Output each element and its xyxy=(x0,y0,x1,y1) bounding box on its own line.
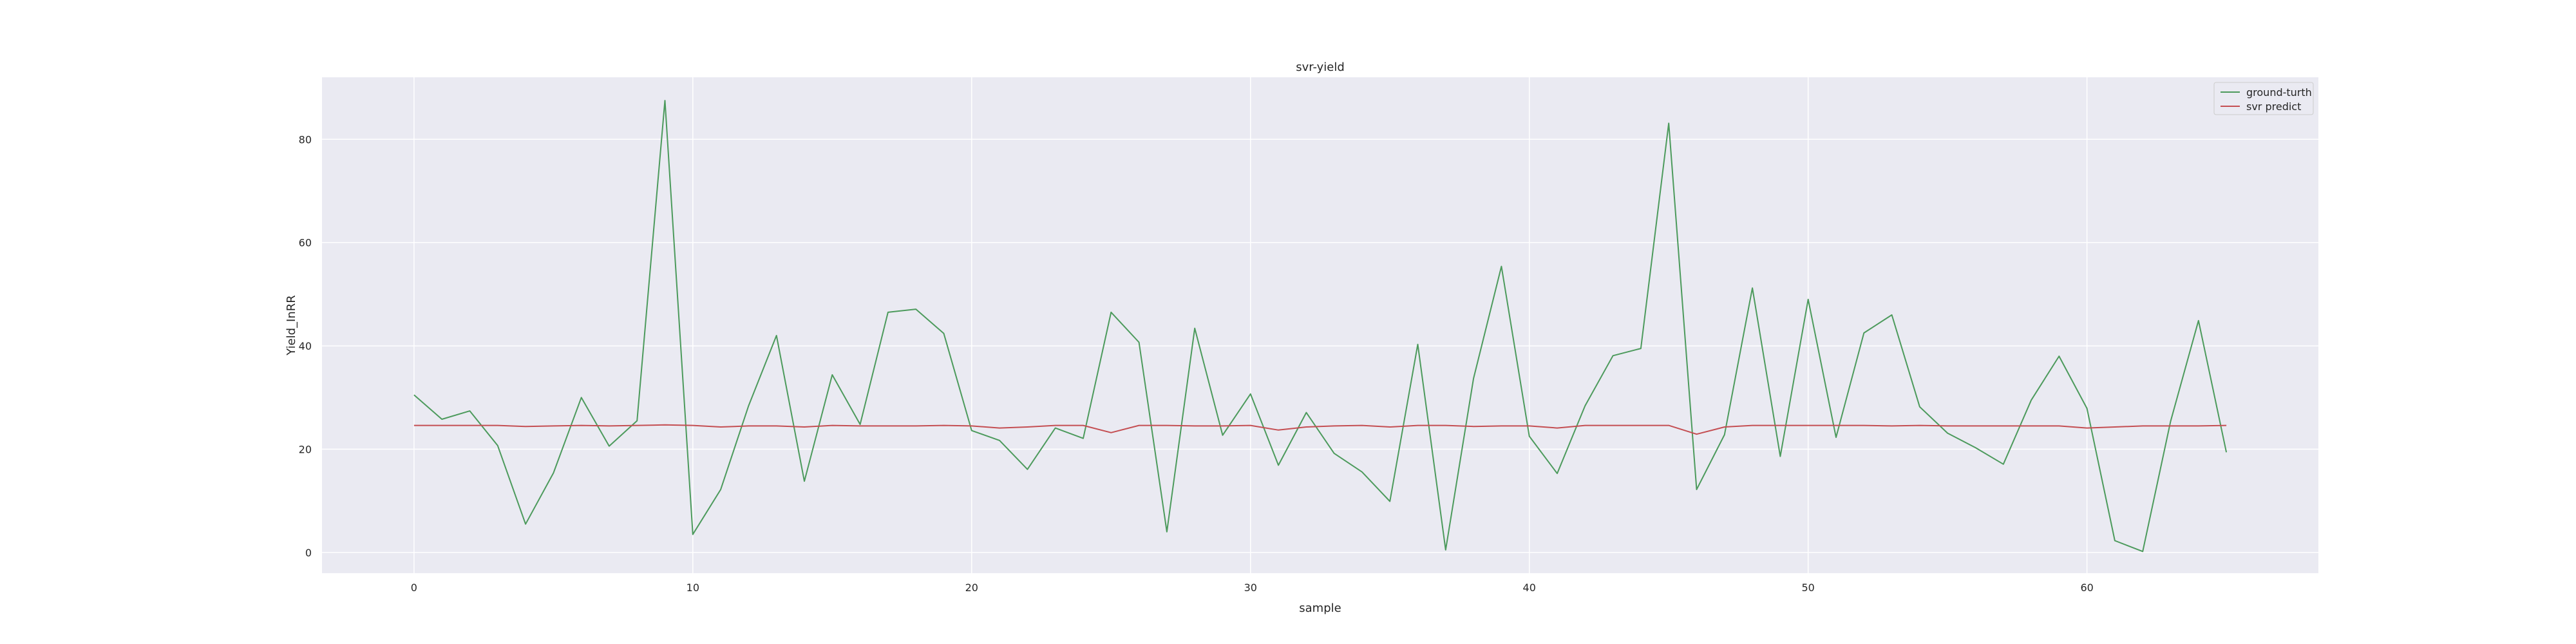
x-tick-label: 40 xyxy=(1523,582,1536,594)
y-tick-label: 20 xyxy=(299,444,312,456)
grid xyxy=(322,77,2318,573)
x-tick-label: 30 xyxy=(1244,582,1257,594)
y-tick-label: 40 xyxy=(299,340,312,352)
y-tick-label: 60 xyxy=(299,237,312,249)
y-tick-label: 0 xyxy=(305,547,312,559)
x-tick-label: 0 xyxy=(411,582,417,594)
chart-title: svr-yield xyxy=(1296,61,1345,74)
y-axis-label: Yield_InRR xyxy=(285,295,298,356)
series-line-svr-predict xyxy=(413,424,2227,435)
legend-label-ground-truth: ground-turth xyxy=(2246,86,2312,99)
x-tick-label: 20 xyxy=(965,582,978,594)
legend: ground-turth svr predict xyxy=(2213,82,2314,115)
x-tick-label: 50 xyxy=(1802,582,1815,594)
series-line-ground-truth xyxy=(413,100,2228,553)
x-tick-label: 60 xyxy=(2080,582,2093,594)
x-tick-label: 10 xyxy=(687,582,699,594)
series xyxy=(413,100,2228,553)
axis-ticks: 0 10 20 30 40 50 60 0 20 40 60 80 xyxy=(299,133,2094,594)
x-axis-label: sample xyxy=(1299,601,1341,615)
plot-area xyxy=(322,77,2318,573)
legend-label-svr-predict: svr predict xyxy=(2246,100,2301,113)
y-tick-label: 80 xyxy=(299,133,312,146)
